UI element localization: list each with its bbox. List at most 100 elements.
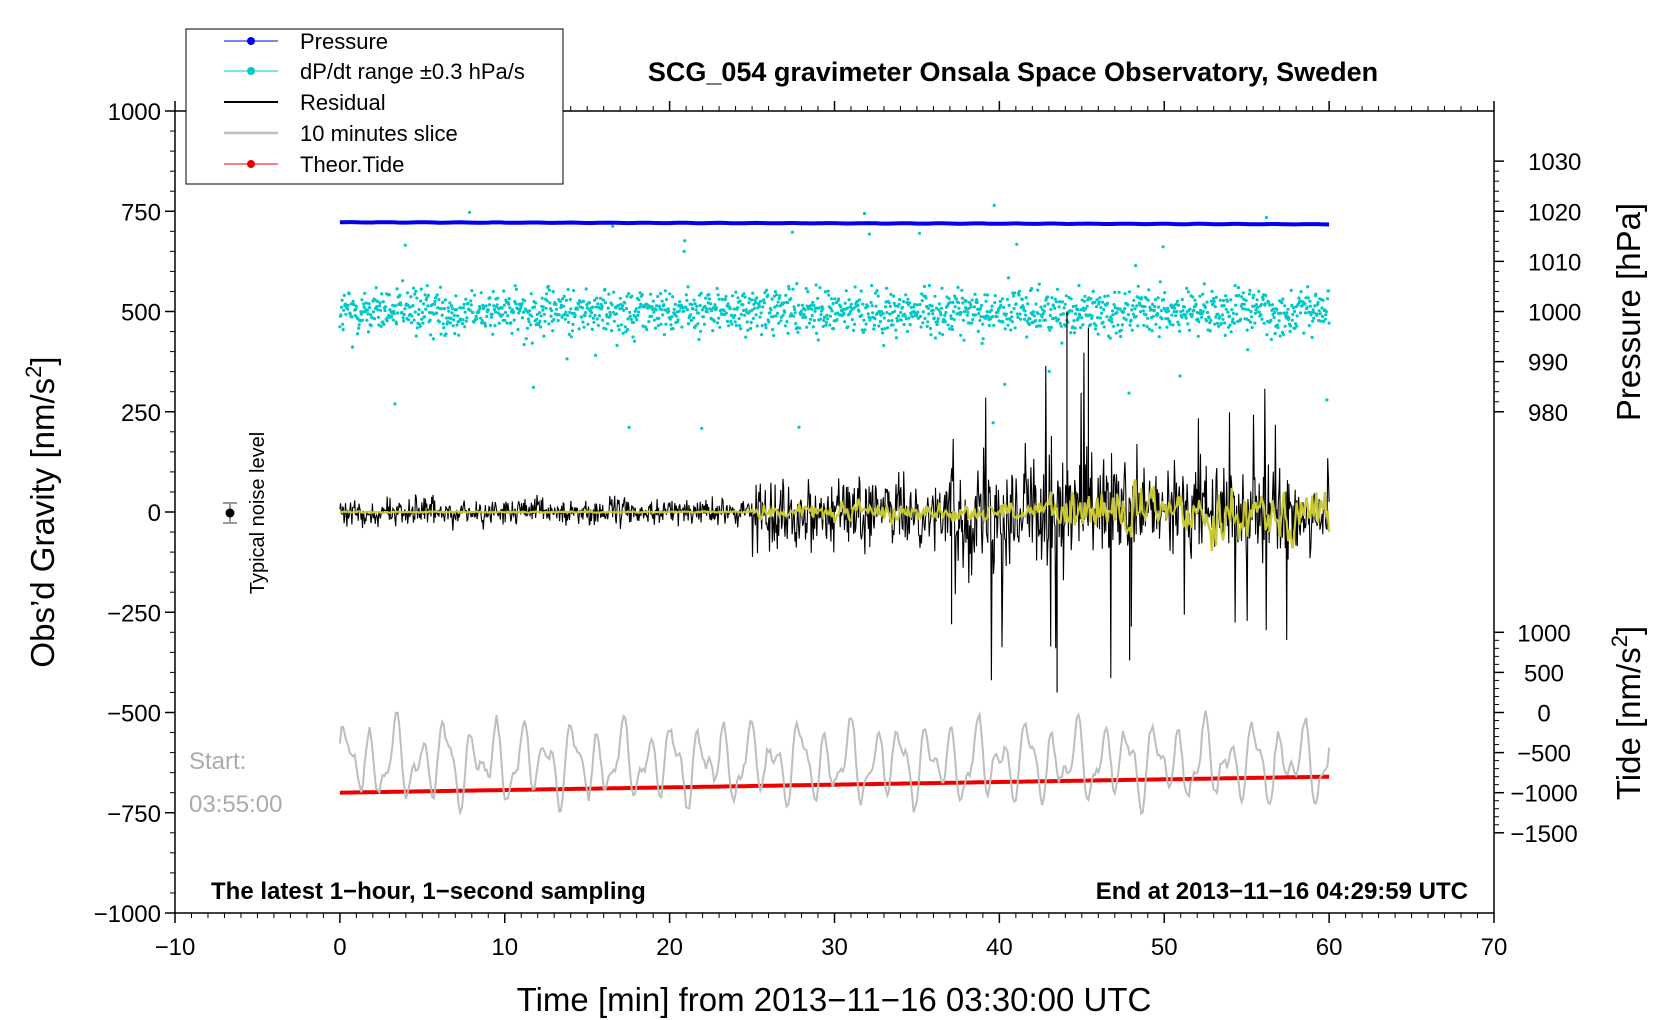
dpdt-point: [1175, 309, 1179, 314]
dpdt-point: [626, 317, 630, 321]
dpdt-point: [1255, 298, 1259, 302]
dpdt-point: [403, 243, 407, 247]
dpdt-point: [981, 337, 985, 341]
dpdt-point: [479, 291, 483, 295]
dpdt-point: [796, 330, 800, 334]
dpdt-point: [490, 315, 494, 319]
chart-title: SCG_054 gravimeter Onsala Space Observat…: [648, 57, 1378, 87]
dpdt-point: [1090, 314, 1094, 318]
dpdt-point: [714, 307, 719, 311]
dpdt-point: [1182, 305, 1187, 309]
dpdt-point: [1069, 331, 1073, 335]
dpdt-point: [696, 322, 700, 326]
dpdt-point: [832, 327, 836, 331]
dpdt-point: [541, 305, 545, 309]
dpdt-point: [1210, 289, 1214, 293]
dpdt-point: [506, 314, 510, 318]
dpdt-point: [1048, 328, 1052, 332]
dpdt-point: [1180, 297, 1184, 302]
dpdt-point: [1007, 303, 1011, 307]
dpdt-point: [1229, 298, 1233, 302]
dpdt-point: [663, 289, 668, 293]
dpdt-point: [529, 292, 533, 296]
dpdt-point: [659, 322, 663, 326]
dpdt-point: [1202, 282, 1206, 286]
dpdt-point: [579, 300, 583, 304]
legend-item-pressure: Pressure: [224, 29, 388, 54]
dpdt-point: [1149, 307, 1153, 312]
dpdt-point: [1188, 307, 1192, 311]
dpdt-point: [425, 284, 429, 288]
dpdt-point: [551, 290, 555, 294]
dpdt-point: [1131, 304, 1135, 308]
tide-axis-ticks: 1000 500 0 −500 −1000 −1500: [1494, 620, 1578, 848]
dpdt-point: [868, 316, 873, 320]
dpdt-point: [821, 307, 825, 311]
dpdt-point: [505, 321, 509, 325]
dpdt-point: [350, 345, 355, 349]
dpdt-point: [1322, 319, 1326, 324]
dpdt-point: [597, 314, 602, 318]
legend-item-tide: Theor.Tide: [224, 152, 404, 177]
dpdt-point: [650, 314, 654, 318]
dpdt-point: [603, 287, 607, 292]
dpdt-point: [995, 315, 999, 319]
dpdt-point: [1115, 310, 1119, 315]
dpdt-point: [1153, 305, 1157, 309]
dpdt-point: [647, 320, 651, 324]
dpdt-point: [1260, 317, 1264, 321]
dpdt-point: [551, 329, 555, 333]
dpdt-point: [850, 318, 855, 322]
dpdt-point: [614, 312, 619, 316]
dpdt-point: [414, 289, 418, 293]
dpdt-point: [603, 301, 608, 305]
dpdt-point: [786, 331, 790, 335]
dpdt-point: [452, 318, 456, 322]
dpdt-point: [937, 302, 941, 306]
dpdt-point: [636, 310, 641, 314]
dpdt-point: [462, 302, 466, 306]
dpdt-point: [764, 326, 768, 330]
dpdt-point: [1030, 287, 1034, 291]
dpdt-point: [413, 292, 417, 296]
dpdt-point: [381, 320, 385, 324]
dpdt-point: [1214, 315, 1218, 319]
dpdt-point: [777, 296, 781, 301]
dpdt-point: [1245, 328, 1249, 332]
dpdt-point: [421, 321, 425, 325]
dpdt-point: [400, 310, 404, 314]
dpdt-point: [540, 296, 544, 300]
dpdt-point: [1312, 311, 1316, 315]
dpdt-point: [548, 301, 552, 305]
dpdt-point: [1039, 305, 1043, 309]
dpdt-point: [623, 325, 627, 329]
dpdt-point: [1268, 303, 1272, 307]
dpdt-point: [1207, 316, 1211, 320]
dpdt-point: [1223, 321, 1227, 325]
dpdt-point: [492, 304, 496, 308]
dpdt-point: [859, 289, 863, 293]
dpdt-point: [649, 292, 653, 296]
dpdt-point: [1325, 398, 1329, 402]
dpdt-point: [1026, 302, 1030, 306]
dpdt-point: [1085, 304, 1089, 308]
dpdt-point: [684, 293, 688, 297]
dpdt-point: [668, 292, 672, 296]
dpdt-point: [857, 298, 862, 302]
dpdt-point: [1289, 288, 1293, 292]
dpdt-point: [1058, 300, 1062, 304]
dpdt-point: [967, 306, 971, 311]
dpdt-point: [1000, 297, 1005, 301]
dpdt-point: [1225, 299, 1229, 303]
dpdt-point: [936, 320, 940, 324]
dpdt-point: [369, 323, 373, 328]
dpdt-point: [1050, 296, 1054, 300]
dpdt-point: [1232, 321, 1237, 325]
dpdt-point: [631, 335, 635, 339]
dpdt-point: [596, 302, 600, 306]
dpdt-point: [480, 319, 484, 323]
dpdt-point: [897, 314, 901, 318]
dpdt-point: [962, 309, 967, 314]
dpdt-point: [746, 328, 750, 332]
dpdt-point: [899, 310, 903, 315]
